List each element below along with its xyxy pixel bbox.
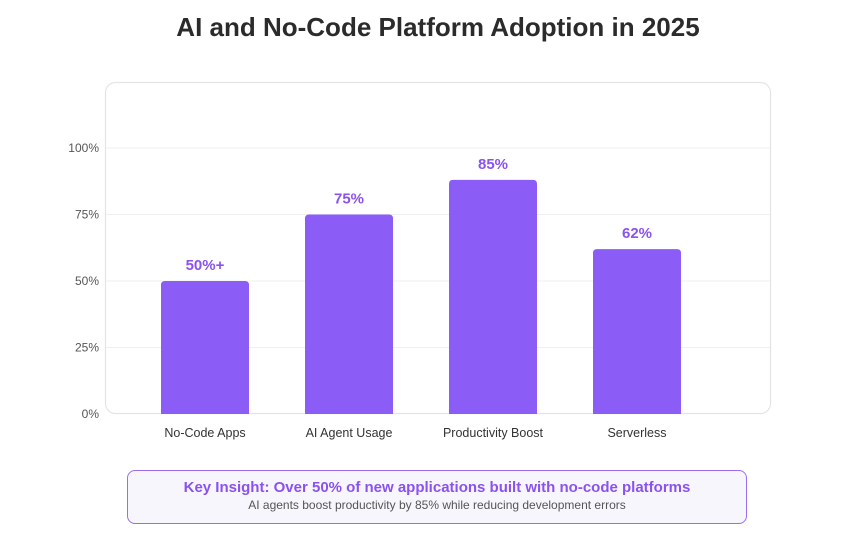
x-axis: No-Code Apps AI Agent Usage Productivity B… bbox=[164, 426, 666, 440]
data-label: 85% bbox=[478, 156, 508, 173]
y-tick-label: 75% bbox=[75, 208, 99, 222]
bar-serverless bbox=[593, 249, 681, 414]
bar-no-code-apps bbox=[161, 281, 249, 414]
key-insight-title: Key Insight: Over 50% of new application… bbox=[183, 479, 691, 496]
bar-productivity-boost bbox=[449, 179, 537, 414]
bars bbox=[161, 179, 681, 414]
y-tick-label: 0% bbox=[82, 407, 100, 421]
x-tick-label: Serverless bbox=[607, 426, 666, 440]
y-tick-label: 25% bbox=[75, 341, 99, 355]
data-label: 50%+ bbox=[186, 257, 225, 274]
x-tick-label: No-Code Apps bbox=[164, 426, 245, 440]
x-tick-label: Productivity Boost bbox=[443, 426, 544, 440]
data-label: 62% bbox=[622, 225, 652, 242]
data-labels: 50%+ 75% 85% 62% bbox=[186, 156, 652, 274]
bar-ai-agent-usage bbox=[305, 214, 393, 414]
chart-title: AI and No-Code Platform Adoption in 2025 bbox=[176, 12, 700, 42]
data-label: 75% bbox=[334, 191, 364, 208]
y-tick-label: 100% bbox=[68, 141, 99, 155]
y-axis: 0% 25% 50% 75% 100% bbox=[68, 141, 99, 421]
y-tick-label: 50% bbox=[75, 274, 99, 288]
x-tick-label: AI Agent Usage bbox=[306, 426, 393, 440]
key-insight-subtitle: AI agents boost productivity by 85% whil… bbox=[248, 498, 626, 512]
key-insight-box: Key Insight: Over 50% of new application… bbox=[127, 470, 747, 524]
